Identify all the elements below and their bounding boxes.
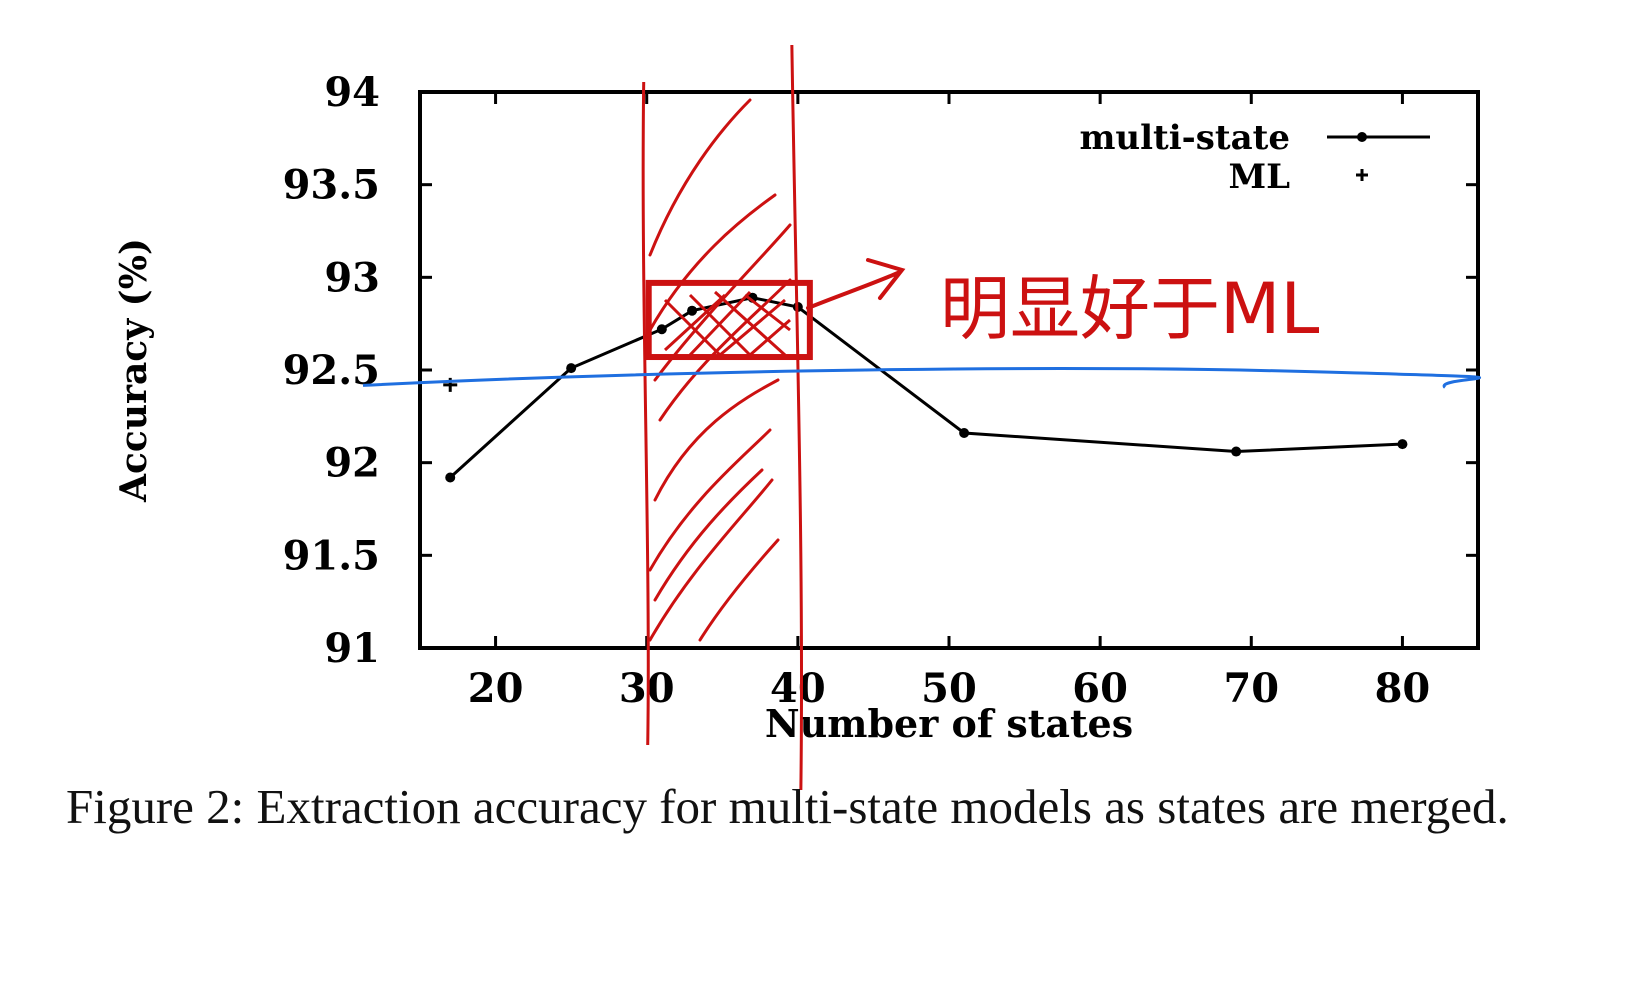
y-tick-label: 93.5 bbox=[283, 162, 380, 209]
legend-label-multi-state: multi-state bbox=[1079, 118, 1290, 158]
y-tick-label: 91 bbox=[324, 625, 380, 672]
legend-marker-ml bbox=[1356, 169, 1368, 181]
annotation-vertical-line-40 bbox=[790, 44, 804, 791]
x-axis-title: Number of states bbox=[765, 701, 1133, 746]
y-tick-label: 91.5 bbox=[283, 532, 380, 579]
data-point-multi-state bbox=[445, 472, 456, 483]
annotation-hatch-scribble bbox=[648, 98, 792, 642]
data-point-multi-state bbox=[1231, 446, 1242, 457]
y-tick-label: 92 bbox=[324, 440, 380, 487]
data-point-multi-state bbox=[566, 363, 577, 374]
x-tick-label: 70 bbox=[1223, 665, 1279, 712]
annotation-reference-line bbox=[362, 367, 1482, 389]
x-tick-label: 80 bbox=[1375, 665, 1431, 712]
data-point-multi-state bbox=[959, 428, 970, 439]
data-point-multi-state bbox=[687, 305, 698, 316]
annotation-highlight-box bbox=[645, 279, 813, 361]
y-tick-label: 93 bbox=[324, 254, 380, 301]
x-tick-label: 20 bbox=[468, 665, 524, 712]
annotation-arrow bbox=[806, 258, 906, 310]
annotation-vertical-line-30 bbox=[641, 81, 650, 746]
y-tick-label: 92.5 bbox=[283, 347, 380, 394]
y-axis: 91 91.5 92 92.5 93 93.5 94 bbox=[283, 69, 1478, 672]
legend: multi-state ML bbox=[1079, 118, 1430, 197]
x-tick-label: 40 bbox=[770, 665, 826, 712]
annotation-handwriting: 明显好于ML bbox=[940, 268, 1319, 350]
x-tick-label: 60 bbox=[1072, 665, 1128, 712]
y-axis-title: Accuracy (%) bbox=[113, 238, 155, 503]
figure-caption: Figure 2: Extraction accuracy for multi-… bbox=[66, 779, 1509, 834]
x-tick-label: 50 bbox=[921, 665, 977, 712]
y-tick-label: 94 bbox=[324, 69, 380, 116]
data-point-multi-state bbox=[1397, 439, 1408, 450]
handwritten-annotation: 明显好于ML bbox=[362, 44, 1482, 791]
legend-marker-multi-state bbox=[1357, 132, 1367, 142]
legend-label-ml: ML bbox=[1228, 157, 1290, 197]
data-point-multi-state bbox=[656, 324, 667, 335]
annotation-box-crosshatch bbox=[663, 290, 791, 357]
